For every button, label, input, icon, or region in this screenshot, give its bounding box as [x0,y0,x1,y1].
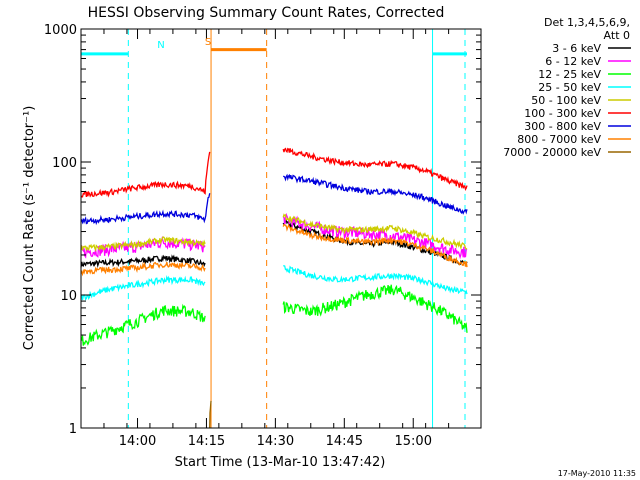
series-trace [209,400,212,429]
x-tick-label: 15:00 [395,434,432,449]
series-25-50-kev [80,265,468,301]
night-label: N [157,40,164,51]
series-800-7000-kev [80,223,468,277]
legend-label: 3 - 6 keV [552,42,601,55]
series-trace [282,223,468,268]
series-trace [80,254,206,269]
series-trace [80,303,206,346]
legend-label: 300 - 800 keV [524,120,601,133]
x-axis: 14:00 14:15 14:30 14:45 15:00 [80,29,450,449]
series-trace [283,265,468,295]
y-axis-label: Corrected Count Rate (s⁻¹ detector⁻¹) [22,106,37,351]
legend-label: 100 - 300 keV [524,107,601,120]
y-tick-label: 100 [52,156,77,171]
x-axis-label: Start Time (13-Mar-10 13:47:42) [175,455,386,470]
y-tick-label: 10 [60,289,77,304]
series-trace [80,193,211,226]
series-trace [80,275,206,301]
series-layer [80,147,468,429]
series-trace [80,151,211,198]
legend-title-line1: Det 1,3,4,5,6,9, [544,16,630,29]
x-tick-label: 14:30 [257,434,294,449]
y-axis: 1 10 100 1000 [44,23,481,437]
x-tick-label: 14:15 [188,434,225,449]
series-6-12-kev [80,212,468,260]
saa-label: S [205,37,211,48]
y-tick-label: 1000 [44,23,77,38]
series-trace [80,235,206,259]
legend-label: 7000 - 20000 keV [503,146,601,159]
series-trace [282,147,468,192]
series-trace [282,173,468,215]
series-7000-20000-kev [209,400,212,429]
series-50-100-kev [80,213,468,252]
legend-label: 50 - 100 keV [531,94,601,107]
timestamp: 17-May-2010 11:35 [558,469,636,478]
x-tick-label: 14:45 [326,434,363,449]
y-tick-label: 1 [69,422,77,437]
saa-markers [210,29,268,428]
plot-frame [80,28,482,429]
legend-label: 6 - 12 keV [545,55,601,68]
chart-title: HESSI Observing Summary Count Rates, Cor… [88,5,445,21]
series-12-25-kev [80,284,468,346]
legend-label: 800 - 7000 keV [517,133,601,146]
legend-title-line2: Att 0 [604,29,630,42]
series-trace [282,284,468,333]
series-trace [282,213,468,250]
series-100-300-kev [80,147,468,198]
series-trace [80,261,206,277]
series-300-800-kev [80,173,468,226]
night-markers [81,29,467,428]
x-tick-label: 14:00 [119,434,156,449]
series-trace [80,236,206,252]
legend-label: 12 - 25 keV [538,68,601,81]
legend-label: 25 - 50 keV [538,81,601,94]
